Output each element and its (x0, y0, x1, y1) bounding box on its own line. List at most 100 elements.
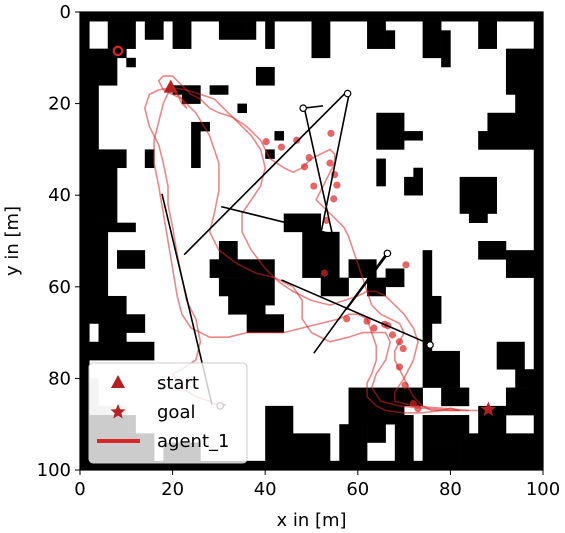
obstacle-cell (228, 295, 266, 315)
obstacle-cell (80, 21, 90, 471)
plan-segment (345, 253, 389, 311)
legend-label: agent_1 (157, 431, 229, 452)
waypoint-marker (305, 154, 313, 162)
x-axis-label: x in [m] (276, 510, 346, 531)
obstacle-cell (385, 30, 396, 49)
waypoint-marker (388, 331, 397, 339)
obstacle-cell (265, 433, 331, 462)
waypoint-marker (409, 399, 417, 408)
obstacle-cell (89, 231, 109, 297)
obstacle-cell (422, 442, 460, 462)
obstacle-cell (265, 405, 294, 434)
obstacle-cell (89, 222, 136, 233)
obstacle-cell (80, 12, 544, 22)
x-tick-label: 40 (254, 479, 277, 500)
obstacle-cell (265, 259, 275, 306)
waypoint-marker (343, 315, 351, 323)
obstacle-cell (172, 21, 192, 49)
plan-endpoint (426, 341, 434, 349)
y-tick-label: 40 (48, 185, 71, 206)
y-axis-ticks: 0 20 40 60 80 100 (37, 2, 80, 481)
obstacle-cell (533, 21, 544, 471)
plan-segment (319, 96, 350, 235)
obstacle-cell (478, 21, 497, 49)
waypoint-marker (399, 345, 407, 353)
obstacle-cell (487, 112, 535, 150)
plan-endpoint (343, 89, 352, 98)
x-tick-label: 20 (161, 479, 184, 500)
y-tick-label: 80 (48, 368, 71, 389)
obstacle-cell (478, 131, 488, 150)
obstacle-cell (246, 21, 257, 40)
plan-segments (161, 89, 434, 410)
obstacle-cell (459, 176, 497, 214)
plan-segment (221, 205, 333, 235)
waypoint-marker (402, 261, 410, 269)
occupancy-grid (80, 12, 544, 471)
x-axis-ticks: 0 20 40 60 80 100 (74, 470, 560, 500)
obstacle-cell (274, 131, 285, 141)
obstacle-cell (218, 21, 247, 40)
waypoint-marker (414, 405, 422, 413)
obstacle-cell (209, 259, 266, 278)
obstacle-cell (302, 231, 340, 278)
obstacle-cell (496, 341, 525, 370)
obstacle-cell (394, 415, 414, 462)
obstacle-cell (367, 21, 386, 49)
obstacle-cell (404, 131, 423, 141)
waypoint-marker (326, 159, 334, 167)
obstacle-cell (441, 387, 470, 407)
waypoint-marker (330, 195, 338, 203)
y-tick-label: 100 (37, 460, 71, 481)
obstacle-cell (422, 21, 442, 59)
obstacle-cell (283, 213, 322, 233)
legend-start-symbol (111, 375, 125, 388)
obstacle-cell (209, 85, 229, 95)
agent-path (153, 87, 460, 414)
plan-segment (281, 279, 430, 345)
waypoint-marker (293, 136, 301, 144)
obstacle-cell (422, 295, 442, 324)
obstacle-cell (98, 323, 127, 343)
waypoint-marker (277, 143, 286, 151)
obstacle-cell (89, 48, 127, 59)
y-tick-label: 60 (48, 277, 71, 298)
agent-path (157, 75, 460, 412)
obstacle-cell (191, 121, 201, 169)
obstacle-cell (468, 213, 488, 223)
x-tick-label: 60 (346, 479, 369, 500)
obstacle-cell (107, 21, 136, 49)
waypoint-marker (310, 182, 318, 190)
legend-goal-symbol (110, 404, 126, 419)
obstacle-cell (348, 259, 377, 278)
obstacle-cell (413, 167, 423, 196)
obstacle-cell (246, 314, 285, 333)
obstacle-cell (515, 94, 535, 114)
legend-box (88, 362, 248, 464)
obstacle-cell (422, 323, 433, 352)
obstacle-cell (422, 250, 433, 297)
y-tick-label: 20 (48, 94, 71, 115)
waypoint-marker (262, 138, 270, 146)
markers (112, 45, 496, 416)
axes-frame (79, 11, 544, 471)
obstacle-cell (144, 21, 164, 40)
obstacle-cell (367, 277, 386, 297)
obstacle-cell (265, 149, 275, 159)
x-tick-label: 80 (439, 479, 462, 500)
x-tick-label: 0 (74, 479, 85, 500)
start-marker (163, 79, 178, 93)
obstacle-cell (505, 250, 535, 278)
obstacle-cell (144, 149, 155, 169)
obstacle-cell (265, 21, 275, 49)
obstacle-cell (311, 21, 331, 59)
waypoint-marker (327, 129, 335, 137)
obstacle-cell (89, 57, 118, 86)
waypoint-marker (370, 324, 378, 332)
obstacle-cell (89, 341, 155, 361)
obstacle-cell (255, 66, 275, 86)
obstacle-cell (126, 314, 146, 333)
obstacle-cell (404, 176, 414, 196)
plan-segment (183, 91, 347, 256)
